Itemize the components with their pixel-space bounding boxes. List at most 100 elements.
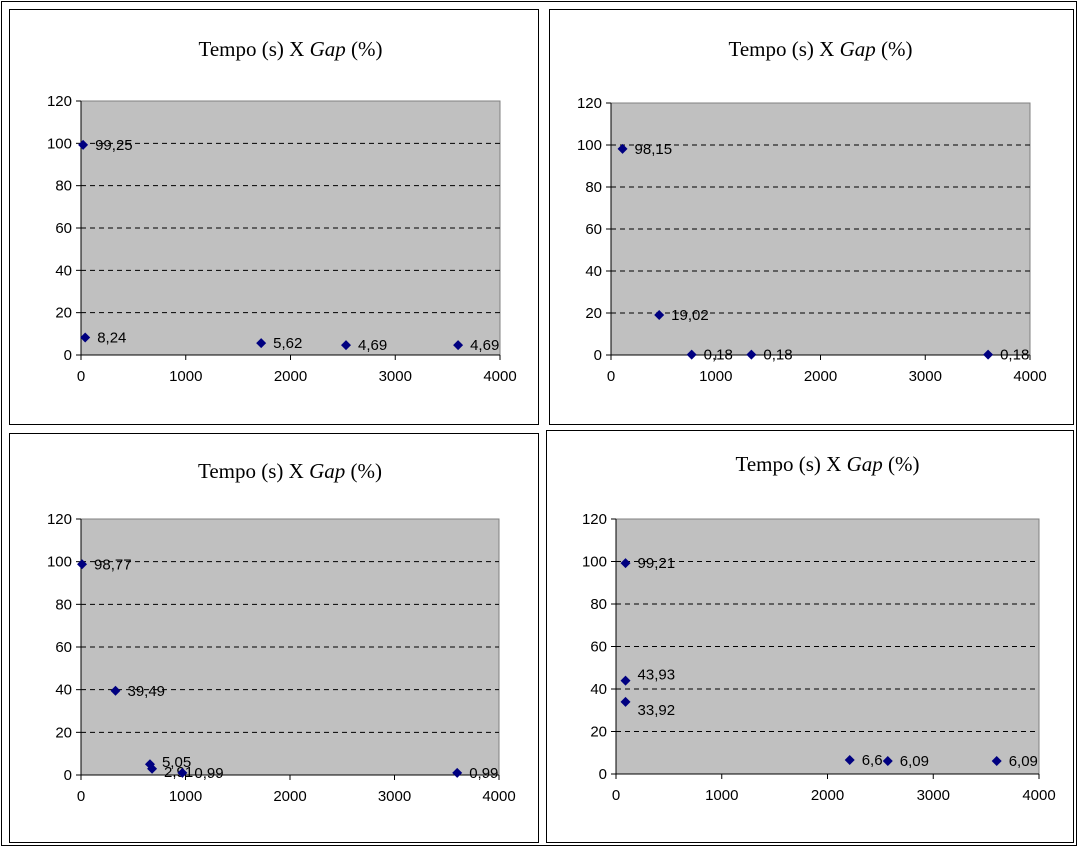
x-tick-label: 3000: [378, 788, 411, 805]
data-label: 99,25: [95, 137, 133, 154]
y-tick-label: 120: [577, 95, 602, 112]
data-label: 19,02: [671, 307, 709, 324]
scatter-chart-3: Tempo (s) X Gap (%) 0 20 40 60 80 100 120 0 1000 2…: [47, 459, 516, 805]
scatter-chart-4: Tempo (s) X Gap (%) 0 20 40 60 80 100 120 0 1000 2…: [582, 452, 1056, 804]
data-point: [620, 675, 631, 686]
y-tick-label: 80: [585, 179, 602, 196]
data-point: [110, 685, 121, 696]
y-tick-label: 20: [590, 724, 607, 741]
y-tick-label: 100: [47, 554, 72, 571]
scatter-chart-1: Tempo (s) X Gap (%) 0 20 40 60 80 100 120 0 1000 2…: [47, 37, 517, 385]
data-point: [453, 340, 464, 351]
x-tick-label: 4000: [483, 368, 516, 385]
y-tick-label: 20: [55, 724, 72, 741]
y-tick-label: 20: [55, 305, 72, 322]
data-point: [78, 139, 89, 150]
data-label: 5,62: [273, 335, 302, 352]
data-label: 0,18: [1000, 347, 1029, 364]
x-tick-label: 3000: [909, 368, 942, 385]
y-tick-label: 120: [582, 511, 607, 528]
y-tick-label: 100: [47, 135, 72, 152]
data-label: 8,24: [97, 330, 126, 347]
chart-panel-2: Tempo (s) X Gap (%) 0 20 40 60 80 100 120 0 1000 2…: [549, 9, 1074, 425]
data-point: [452, 767, 463, 778]
y-tick-label: 80: [590, 596, 607, 613]
scatter-chart-2: Tempo (s) X Gap (%) 0 20 40 60 80 100 120 0 1000 2…: [577, 37, 1047, 385]
data-point: [654, 310, 665, 321]
data-label: 98,15: [635, 141, 673, 158]
data-label: 99,21: [638, 555, 676, 572]
chart-panel-1: Tempo (s) X Gap (%) 0 20 40 60 80 100 120 0 1000 2…: [9, 9, 539, 425]
data-point: [341, 340, 352, 351]
data-label: 43,93: [638, 667, 676, 684]
y-tick-label: 100: [582, 554, 607, 571]
data-label: 4,69: [358, 337, 387, 354]
y-tick-label: 40: [585, 263, 602, 280]
x-tick-label: 0: [77, 368, 85, 385]
y-tick-label: 40: [590, 681, 607, 698]
y-tick-label: 60: [55, 639, 72, 656]
y-tick-label: 20: [585, 305, 602, 322]
data-point: [983, 349, 994, 360]
x-tick-label: 2000: [274, 368, 307, 385]
x-tick-label: 4000: [1022, 787, 1055, 804]
y-tick-label: 60: [590, 639, 607, 656]
y-tick-label: 100: [577, 137, 602, 154]
data-label: 6,09: [1009, 753, 1038, 770]
data-point: [620, 696, 631, 707]
chart-panel-3: Tempo (s) X Gap (%) 0 20 40 60 80 100 120 0 1000 2…: [9, 433, 539, 843]
y-tick-label: 0: [64, 767, 72, 784]
data-point: [256, 338, 267, 349]
x-tick-label: 3000: [917, 787, 950, 804]
chart-panel-4: Tempo (s) X Gap (%) 0 20 40 60 80 100 120 0 1000 2…: [546, 430, 1074, 843]
data-label: 6,6: [862, 752, 883, 769]
data-point: [80, 332, 91, 343]
data-point: [77, 559, 88, 570]
data-point: [882, 756, 893, 767]
data-label: 33,92: [638, 702, 676, 719]
y-tick-label: 0: [64, 347, 72, 364]
x-tick-label: 2000: [273, 788, 306, 805]
x-tick-label: 2000: [804, 368, 837, 385]
data-point: [620, 558, 631, 569]
data-point: [147, 763, 158, 774]
x-tick-label: 1000: [169, 368, 202, 385]
data-point: [686, 349, 697, 360]
y-tick-label: 80: [55, 178, 72, 195]
x-tick-label: 4000: [482, 788, 515, 805]
x-tick-label: 0: [607, 368, 615, 385]
y-tick-label: 120: [47, 93, 72, 110]
x-tick-label: 3000: [379, 368, 412, 385]
data-point: [177, 767, 188, 778]
y-tick-label: 40: [55, 682, 72, 699]
data-label: 39,49: [127, 683, 165, 700]
data-label: 0,99: [469, 765, 498, 782]
data-label: 5,05: [162, 754, 191, 771]
y-tick-label: 80: [55, 596, 72, 613]
data-label: 4,69: [470, 337, 499, 354]
chart-title: Tempo (s) X Gap (%): [736, 452, 920, 476]
x-tick-label: 1000: [169, 788, 202, 805]
y-tick-label: 40: [55, 262, 72, 279]
chart-title: Tempo (s) X Gap (%): [729, 37, 913, 61]
x-tick-label: 4000: [1013, 368, 1046, 385]
x-tick-label: 2000: [811, 787, 844, 804]
data-label: 0,18: [704, 347, 733, 364]
data-point: [991, 756, 1002, 767]
chart-title: Tempo (s) X Gap (%): [198, 459, 382, 483]
y-tick-label: 60: [55, 220, 72, 237]
y-tick-label: 120: [47, 511, 72, 528]
y-tick-label: 0: [594, 347, 602, 364]
data-point: [144, 759, 155, 770]
x-tick-label: 0: [77, 788, 85, 805]
data-label: 0,18: [763, 347, 792, 364]
y-tick-label: 0: [599, 766, 607, 783]
chart-title: Tempo (s) X Gap (%): [199, 37, 383, 61]
x-tick-label: 0: [612, 787, 620, 804]
data-point: [746, 349, 757, 360]
x-tick-label: 1000: [705, 787, 738, 804]
x-tick-label: 1000: [699, 368, 732, 385]
data-label: 98,77: [94, 556, 132, 573]
data-label: 6,09: [900, 753, 929, 770]
